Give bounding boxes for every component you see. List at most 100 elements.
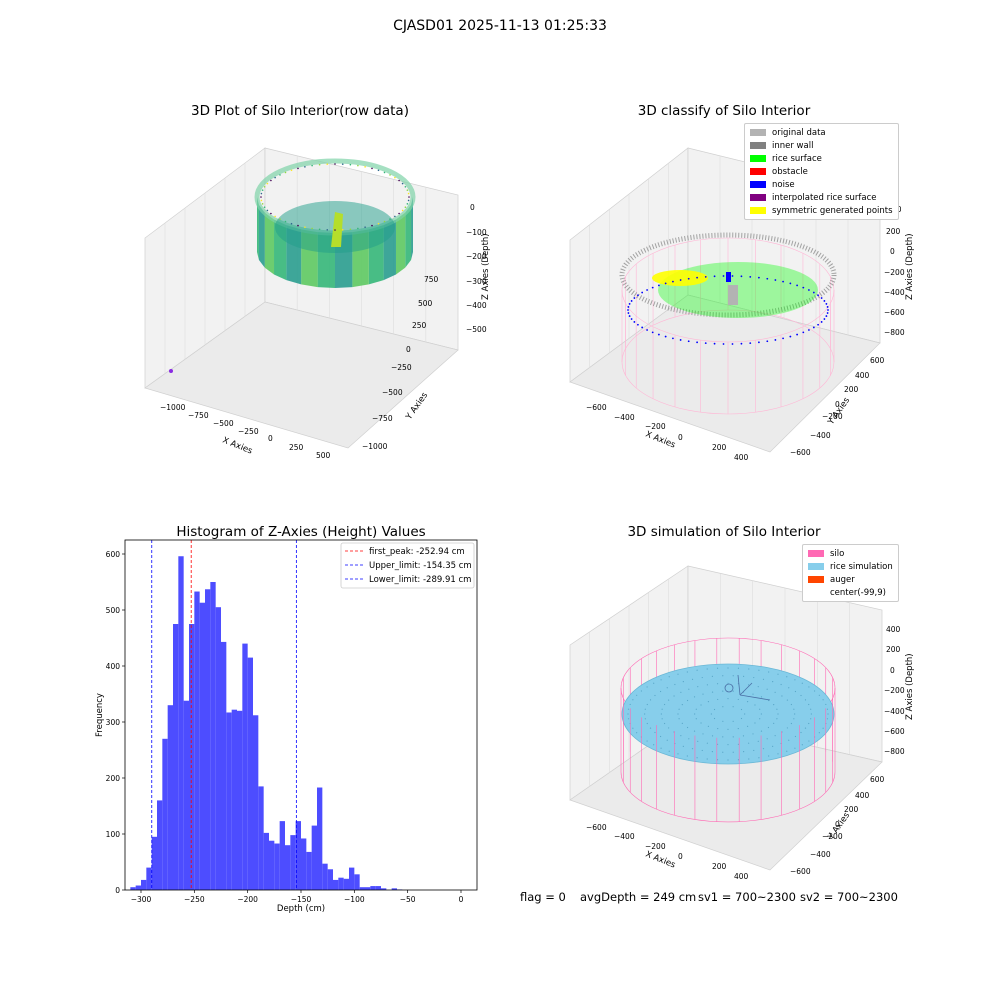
panel2-title: 3D classify of Silo Interior [637, 103, 811, 119]
rice-sim-point [758, 757, 760, 759]
p2-xtick: 0 [678, 433, 683, 442]
p1-xlabel: X Axies [221, 436, 254, 457]
rice-sim-point [732, 706, 734, 708]
rice-sim-point [790, 722, 793, 725]
surface-point [261, 189, 264, 191]
rice-sim-point [686, 699, 689, 702]
rice-sim-point [674, 683, 676, 686]
surface-point [401, 209, 404, 212]
hist-xtick-label: −250 [184, 895, 205, 904]
rice-sim-point [780, 683, 782, 686]
p2-ztick: −800 [884, 328, 905, 337]
p2-xtick: 200 [712, 443, 727, 452]
rice-sim-point [794, 679, 796, 681]
rice-sim-point [668, 676, 670, 678]
ring-wall-segment [257, 197, 259, 261]
rice-sim-point [717, 698, 719, 701]
hist-ytick-label: 600 [106, 550, 121, 559]
rice-sim-point [740, 717, 743, 720]
noise-point [731, 343, 734, 345]
rice-sim-point [760, 696, 763, 698]
p1-xtick: −1000 [160, 403, 186, 412]
rice-sim-point [716, 759, 719, 761]
rice-sim-point [682, 745, 684, 747]
legend-swatch [808, 589, 824, 596]
rice-sim-point [702, 733, 704, 735]
rice-sim-point [706, 758, 708, 760]
p4-ytick: −600 [790, 867, 811, 876]
rice-sim-point [667, 699, 670, 701]
rice-sim-point [746, 700, 749, 703]
noise-point [812, 326, 815, 329]
noise-point [823, 318, 826, 320]
noise-point [774, 339, 777, 341]
noise-point [657, 284, 660, 287]
surface-point [260, 199, 263, 202]
surface-point [266, 182, 269, 185]
noise-point [633, 321, 636, 323]
rice-sim-point [794, 713, 796, 715]
rice-sim-point [681, 704, 683, 706]
hist-bar [301, 838, 307, 890]
noise-point [825, 315, 828, 317]
rice-sim-point [695, 708, 697, 710]
hist-bar [258, 786, 264, 890]
p1-ztick: −300 [466, 277, 487, 286]
surface-point [260, 192, 263, 195]
noise-point [789, 282, 792, 285]
rice-sim-point [757, 740, 759, 742]
noise-point [782, 280, 784, 283]
legend-label-upper-limit: Upper_limit: -154.35 cm [369, 561, 472, 571]
hist-ytick-label: 500 [106, 606, 121, 615]
ring-wall-segment [258, 205, 265, 268]
hist-bar [274, 843, 280, 890]
rice-sim-point [808, 703, 810, 706]
hist-bar [189, 624, 195, 890]
inner-wall-points [619, 232, 837, 318]
rice-sim-point [754, 722, 756, 724]
rice-sim-point [777, 673, 779, 675]
surface-point [383, 171, 386, 174]
rice-sim-point [695, 718, 697, 720]
p4-ztick: 400 [886, 625, 901, 634]
rice-sim-point [696, 669, 698, 671]
rice-sim-point [627, 718, 630, 720]
rice-sim-point [737, 727, 739, 730]
rice-sim-point [694, 713, 696, 715]
rice-sim-point [772, 681, 774, 683]
surface-point [334, 163, 336, 165]
rice-sim-point [688, 688, 690, 690]
surface-point [318, 163, 321, 166]
rice-sim-point [786, 750, 788, 752]
rice-sim-point [646, 722, 648, 725]
hist-bar [215, 607, 221, 890]
rice-sim-point [673, 695, 675, 697]
legend-entry-center: center(-99,9) [808, 586, 893, 599]
rice-sim-point [822, 699, 824, 701]
p1-ztick: −400 [466, 301, 487, 310]
p4-ytick: 600 [870, 775, 885, 784]
p4-ztick: −400 [884, 707, 905, 716]
rice-sim-point [686, 755, 688, 757]
rice-simulation-surface [621, 663, 835, 765]
surface-point [398, 179, 400, 182]
legend-entry-rice-surface: rice surface [750, 152, 893, 165]
rice-sim-point [722, 690, 724, 692]
noise-point [817, 294, 819, 297]
rice-sim-point [722, 736, 724, 738]
rice-sim-point [711, 691, 714, 693]
surface-point [377, 222, 380, 225]
noise-point [651, 286, 654, 289]
rice-sim-point [644, 718, 646, 720]
noise-point [758, 276, 760, 279]
p1-xtick: −750 [188, 411, 209, 420]
surface-point [263, 186, 266, 188]
hist-ylabel: Frequency [95, 693, 105, 737]
hist-bar [141, 879, 147, 890]
legend-entry-auger: auger [808, 573, 893, 586]
rice-sim-point [722, 751, 724, 753]
rice-sim-point [693, 730, 696, 732]
p1-ytick: 500 [418, 299, 433, 308]
rice-sim-point [644, 708, 646, 710]
hist-bar [285, 845, 291, 890]
